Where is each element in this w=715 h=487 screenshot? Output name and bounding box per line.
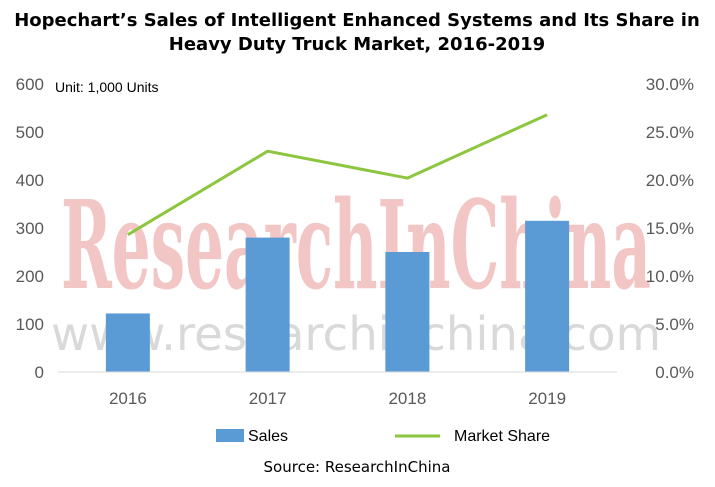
legend-swatch-sales xyxy=(216,429,244,442)
left-tick-label: 600 xyxy=(16,75,44,94)
right-tick-label: 25.0% xyxy=(646,123,694,142)
left-tick-label: 0 xyxy=(35,363,44,382)
x-axis: 2016 2017 2018 2019 xyxy=(109,389,566,408)
bar-series xyxy=(105,220,570,372)
line-market-share xyxy=(127,113,548,237)
right-tick-label: 0.0% xyxy=(655,363,694,382)
legend: Sales Market Share xyxy=(216,428,550,445)
x-tick-label: 2017 xyxy=(249,389,287,408)
x-tick-label: 2018 xyxy=(388,389,426,408)
left-tick-label: 100 xyxy=(16,315,44,334)
right-axis: 0.0% 5.0% 10.0% 15.0% 20.0% 25.0% 30.0% xyxy=(646,75,694,382)
bar-sales-2019 xyxy=(525,220,570,372)
line-series xyxy=(127,113,548,237)
legend-label-sales: Sales xyxy=(248,428,288,445)
left-axis: 0 100 200 300 400 500 600 xyxy=(16,75,44,382)
chart-title-line-1: Hopechart’s Sales of Intelligent Enhance… xyxy=(14,10,700,31)
chart-title-line-2: Heavy Duty Truck Market, 2016-2019 xyxy=(169,34,545,55)
left-tick-label: 200 xyxy=(16,267,44,286)
right-tick-label: 10.0% xyxy=(646,267,694,286)
bar-sales-2017 xyxy=(245,237,290,372)
right-tick-label: 20.0% xyxy=(646,171,694,190)
left-tick-label: 300 xyxy=(16,219,44,238)
right-tick-label: 5.0% xyxy=(655,315,694,334)
x-tick-label: 2019 xyxy=(528,389,566,408)
right-tick-label: 30.0% xyxy=(646,75,694,94)
unit-label: Unit: 1,000 Units xyxy=(55,79,159,95)
right-tick-label: 15.0% xyxy=(646,219,694,238)
bar-sales-2016 xyxy=(105,313,150,372)
source-note: Source: ResearchInChina xyxy=(264,458,451,476)
legend-label-market-share: Market Share xyxy=(454,428,550,445)
left-tick-label: 400 xyxy=(16,171,44,190)
left-tick-label: 500 xyxy=(16,123,44,142)
x-tick-label: 2016 xyxy=(109,389,147,408)
bar-sales-2018 xyxy=(385,252,430,372)
